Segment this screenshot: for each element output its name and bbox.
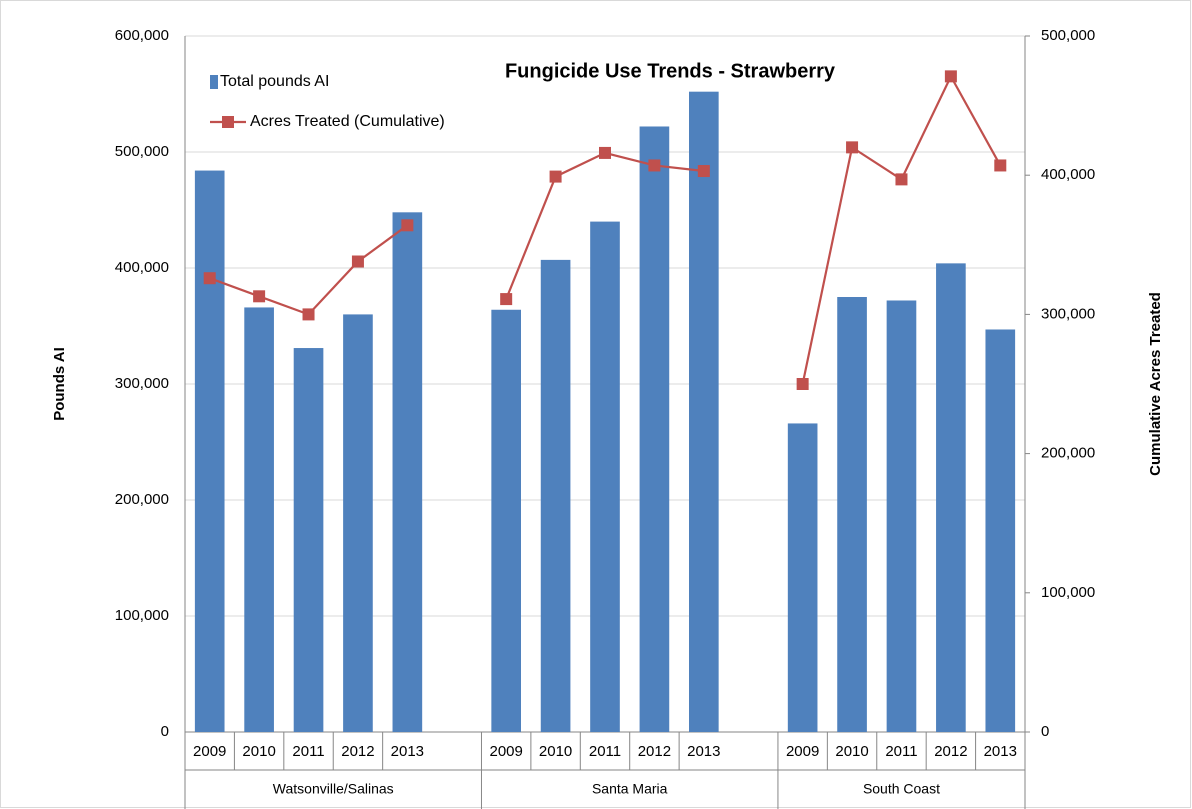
y-tick-label: 0 bbox=[161, 723, 169, 740]
x-tick-label: 2010 bbox=[539, 743, 572, 760]
bar bbox=[194, 170, 225, 732]
y2-tick-label: 100,000 bbox=[1041, 584, 1095, 601]
chart-title: Fungicide Use Trends - Strawberry bbox=[505, 60, 836, 82]
x-tick-label: 2011 bbox=[292, 743, 324, 760]
legend-swatch bbox=[222, 116, 234, 128]
line-marker bbox=[648, 159, 661, 172]
legend-label: Acres Treated (Cumulative) bbox=[250, 113, 445, 130]
line-marker bbox=[994, 159, 1007, 172]
bar bbox=[639, 126, 670, 733]
line-marker bbox=[944, 70, 957, 83]
line-marker bbox=[549, 170, 562, 183]
y2-tick-label: 500,000 bbox=[1041, 27, 1095, 44]
group-label: Watsonville/Salinas bbox=[273, 781, 394, 797]
x-tick-label: 2011 bbox=[885, 743, 917, 760]
x-tick-label: 2010 bbox=[242, 743, 275, 760]
bar bbox=[985, 329, 1016, 732]
line-marker bbox=[401, 219, 414, 232]
line-marker bbox=[796, 378, 809, 390]
y-axis-label: Pounds AI bbox=[51, 347, 68, 421]
y-tick-label: 300,000 bbox=[115, 375, 169, 392]
x-tick-label: 2010 bbox=[835, 743, 868, 760]
x-tick-label: 2009 bbox=[489, 743, 522, 760]
y2-tick-label: 400,000 bbox=[1041, 166, 1095, 183]
bar bbox=[392, 212, 423, 732]
y-tick-label: 500,000 bbox=[115, 143, 169, 160]
line-marker bbox=[599, 146, 611, 159]
bar bbox=[590, 221, 620, 732]
line-marker bbox=[846, 141, 859, 154]
x-tick-label: 2013 bbox=[391, 743, 424, 760]
group-label: South Coast bbox=[863, 781, 940, 797]
x-tick-label: 2011 bbox=[589, 743, 621, 760]
y-tick-label: 100,000 bbox=[115, 607, 169, 624]
bar bbox=[886, 300, 917, 732]
line-marker bbox=[500, 293, 513, 306]
legend-swatch bbox=[210, 75, 218, 89]
y2-tick-label: 300,000 bbox=[1041, 305, 1095, 322]
y2-tick-label: 200,000 bbox=[1041, 445, 1095, 462]
line-marker bbox=[203, 272, 216, 285]
x-tick-label: 2009 bbox=[786, 743, 819, 760]
x-tick-label: 2013 bbox=[984, 743, 1017, 760]
line-marker bbox=[351, 255, 364, 268]
legend-label: Total pounds AI bbox=[220, 73, 329, 90]
bar bbox=[689, 91, 719, 733]
bar bbox=[837, 297, 867, 732]
y-tick-label: 400,000 bbox=[115, 259, 169, 276]
x-tick-label: 2009 bbox=[193, 743, 226, 760]
bar bbox=[936, 263, 966, 732]
y-tick-label: 600,000 bbox=[115, 27, 169, 44]
line-marker bbox=[302, 308, 315, 321]
y2-tick-label: 0 bbox=[1041, 723, 1049, 740]
x-tick-label: 2012 bbox=[638, 743, 671, 760]
x-tick-label: 2013 bbox=[687, 743, 720, 760]
x-tick-label: 2012 bbox=[341, 743, 374, 760]
x-tick-label: 2012 bbox=[934, 743, 967, 760]
bar bbox=[540, 259, 571, 732]
group-label: Santa Maria bbox=[592, 781, 668, 797]
bar bbox=[244, 307, 274, 732]
y-tick-label: 200,000 bbox=[115, 491, 169, 508]
bar bbox=[343, 314, 373, 732]
line-marker bbox=[253, 290, 266, 303]
y2-axis-label: Cumulative Acres Treated bbox=[1147, 292, 1164, 476]
line-marker bbox=[895, 173, 908, 186]
bar bbox=[491, 309, 521, 732]
bar bbox=[293, 348, 324, 732]
bar bbox=[787, 423, 818, 732]
line-marker bbox=[697, 165, 710, 178]
